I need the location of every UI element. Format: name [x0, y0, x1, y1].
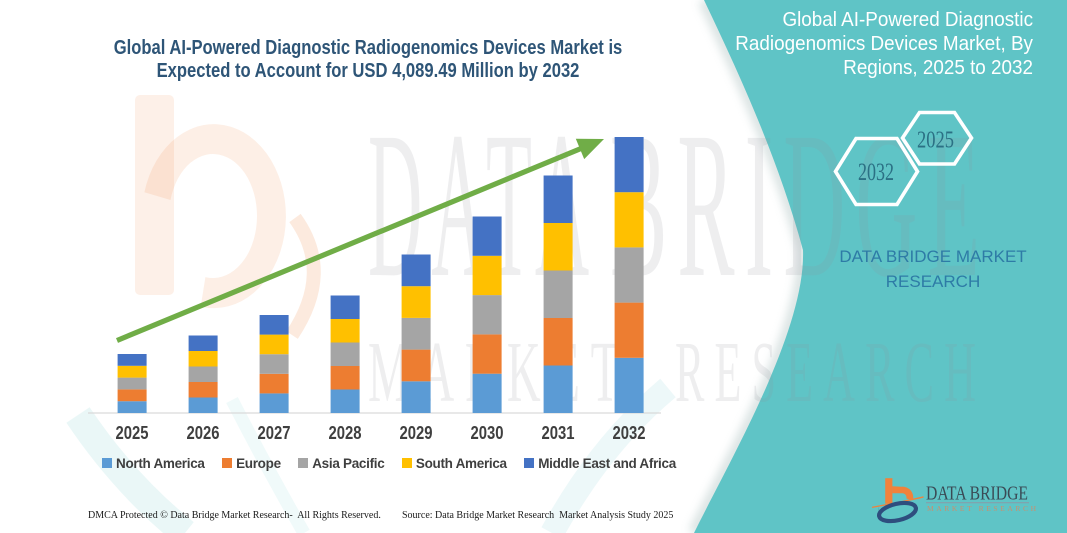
svg-text:MARKET RESEARCH: MARKET RESEARCH: [927, 504, 1039, 513]
svg-text:2029: 2029: [400, 422, 433, 443]
svg-text:2027: 2027: [258, 422, 291, 443]
svg-text:2030: 2030: [471, 422, 504, 443]
svg-text:2026: 2026: [187, 422, 220, 443]
svg-text:2032: 2032: [858, 159, 894, 186]
svg-text:BRIDGE: BRIDGE: [610, 88, 990, 321]
svg-text:DATA BRIDGE: DATA BRIDGE: [926, 483, 1028, 505]
svg-text:2025: 2025: [917, 128, 954, 154]
svg-text:2025: 2025: [116, 422, 149, 443]
svg-text:2031: 2031: [542, 422, 575, 443]
svg-text:2028: 2028: [329, 422, 362, 443]
svg-text:RESEARCH: RESEARCH: [675, 324, 986, 421]
svg-text:2032: 2032: [613, 422, 646, 443]
